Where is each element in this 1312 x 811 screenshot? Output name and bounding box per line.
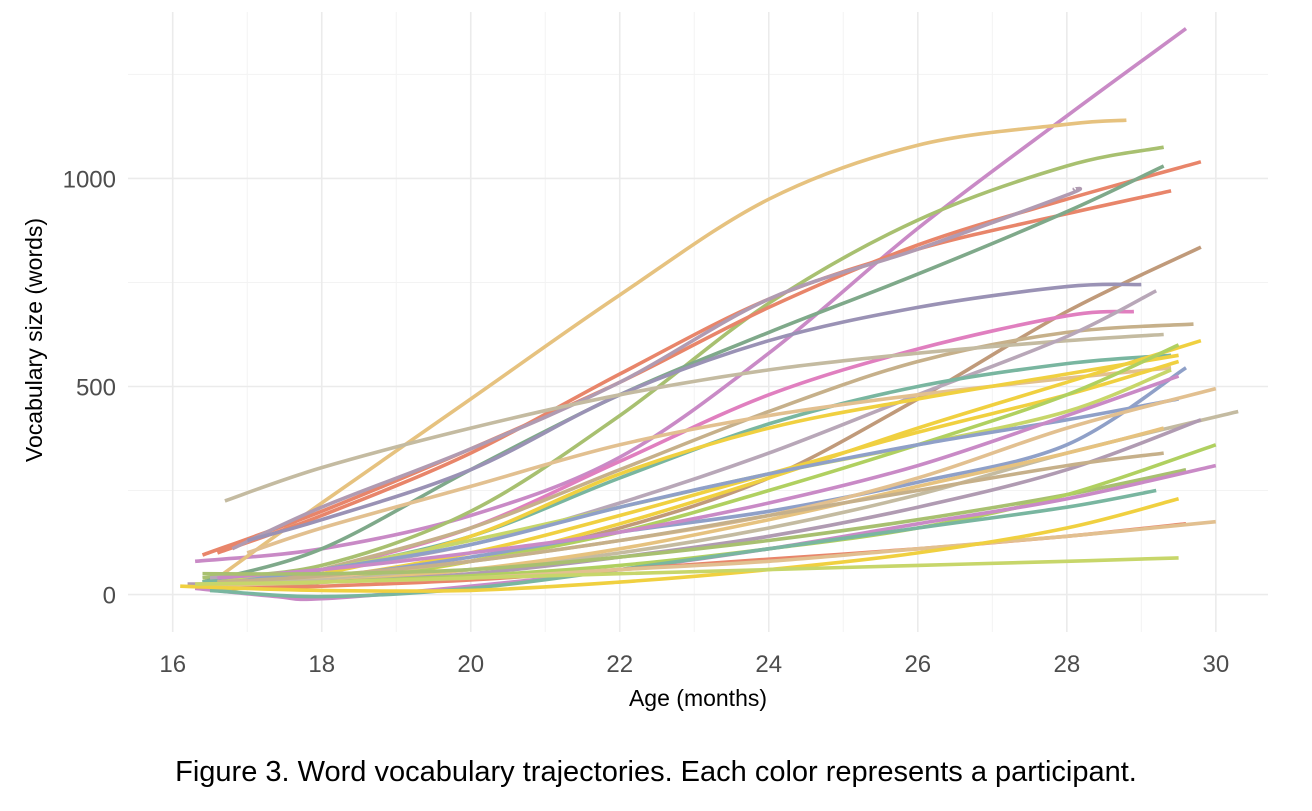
participant-line-4: [201, 160, 1202, 557]
x-tick-label: 28: [1053, 651, 1080, 678]
y-axis-title: Vocabulary size (words): [21, 218, 47, 462]
tick-labels: 16 18 20 22 24 26 28 30 0 500 1000: [63, 166, 1230, 678]
participant-line-32: [209, 488, 1157, 599]
participant-line-12: [224, 332, 1164, 503]
participant-line-9: [246, 282, 1142, 543]
x-tick-label: 16: [159, 651, 186, 678]
participant-line-29: [202, 467, 1187, 576]
x-axis-title: Age (months): [629, 685, 767, 711]
x-tick-label: 26: [904, 651, 931, 678]
series-lines: [180, 27, 1239, 602]
y-tick-label: 1000: [63, 166, 116, 193]
x-tick-label: 18: [308, 651, 335, 678]
y-tick-label: 0: [103, 583, 116, 610]
participant-line-5: [216, 189, 1172, 555]
x-tick-label: 24: [755, 651, 782, 678]
participant-line-23: [217, 374, 1180, 580]
participant-line-35: [180, 497, 1180, 594]
participant-line-3: [202, 145, 1165, 580]
x-tick-label: 22: [606, 651, 633, 678]
x-tick-label: 20: [457, 651, 484, 678]
participant-line-1: [194, 27, 1188, 564]
figure-caption: Figure 3. Word vocabulary trajectories. …: [175, 756, 1137, 788]
y-tick-label: 500: [76, 374, 116, 401]
participant-line-6: [202, 164, 1165, 584]
participant-line-36: [195, 556, 1179, 586]
participant-line-7: [231, 186, 1083, 551]
participant-line-11: [321, 322, 1194, 572]
participant-line-15: [246, 366, 1172, 555]
participant-line-2: [216, 118, 1127, 580]
x-tick-label: 30: [1202, 651, 1229, 678]
